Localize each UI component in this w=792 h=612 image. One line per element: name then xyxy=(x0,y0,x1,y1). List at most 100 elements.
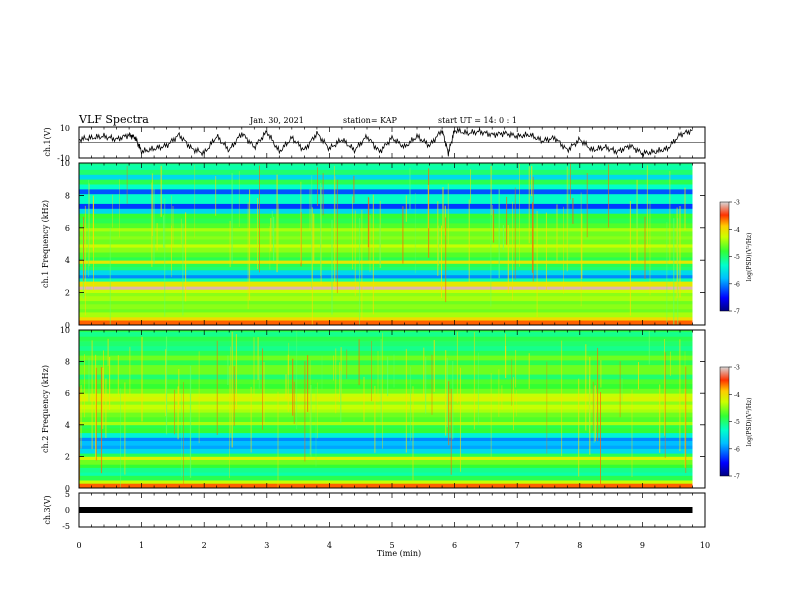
time-tick-label: 0 xyxy=(76,541,81,550)
figure-title: VLF Spectra xyxy=(78,113,149,126)
spectrogram-band xyxy=(79,440,693,446)
spectrogram-band xyxy=(79,404,693,410)
spectrogram-band xyxy=(79,174,693,180)
spectrogram-band xyxy=(79,448,693,454)
spectrogram-band xyxy=(79,295,693,302)
ch1-waveform-line xyxy=(78,126,693,158)
spectrogram-band xyxy=(79,480,693,484)
ch3-waveform-panel: 5 0 -5 ch.3(V) xyxy=(43,490,706,531)
spectrogram-band xyxy=(79,409,693,413)
spectrogram-band xyxy=(79,416,693,422)
spectrogram-band xyxy=(79,445,693,449)
spectrogram-band xyxy=(79,472,693,476)
ch2-frequency-ylabel-text: ch.2 Frequency (kHz) xyxy=(41,365,50,453)
ch1-colorbar: -3 -4 -5 -6 -7 log(PSD)(V²/Hz) xyxy=(719,200,753,316)
spectrogram-band xyxy=(79,208,693,214)
no-data-strip xyxy=(692,330,705,488)
spectrogram-band xyxy=(79,388,693,394)
colorbar-tick-label: -6 xyxy=(734,446,740,453)
spectrogram-band xyxy=(79,263,693,267)
spectrogram-band xyxy=(79,252,693,258)
spectrogram-band xyxy=(79,421,693,426)
ch1-ytick-top: 10 xyxy=(60,124,70,133)
spectrogram-band xyxy=(79,281,693,287)
spectrogram-band xyxy=(79,331,693,337)
ch3-ylabel: ch.3(V) xyxy=(43,495,52,524)
spectrogram-band xyxy=(79,374,693,380)
frequency-tick-label: 6 xyxy=(65,224,70,233)
spectrogram-band xyxy=(79,401,693,405)
colorbar-tick-label: -7 xyxy=(734,309,740,316)
time-tick-label: 5 xyxy=(389,541,394,550)
spectrogram-band xyxy=(79,364,693,370)
ch1-waveform-panel: 10 -10 ch.1(V) xyxy=(43,124,706,163)
spectrogram-band xyxy=(79,239,693,245)
ch2-spectrogram-bands xyxy=(79,330,705,489)
spectrogram-band xyxy=(79,355,693,361)
ch1-spectrogram-bands xyxy=(79,163,705,326)
spectrogram-band xyxy=(79,184,693,190)
spectrogram-band xyxy=(79,227,693,232)
spectrogram-band xyxy=(79,428,693,434)
spectrogram-band xyxy=(79,193,693,200)
ch1-colorbar-label: log(PSD)(V²/Hz) xyxy=(746,233,753,282)
frequency-tick-label: 10 xyxy=(60,326,70,335)
spectrogram-band xyxy=(79,179,693,185)
spectrogram-band xyxy=(79,203,693,209)
spectrogram-band xyxy=(79,269,693,276)
time-tick-label: 4 xyxy=(327,541,332,550)
frequency-tick-label: 2 xyxy=(65,289,70,298)
spectrogram-band xyxy=(79,169,693,175)
spectrogram-band xyxy=(79,345,693,351)
spectrogram-band xyxy=(79,383,693,389)
spectrogram-band xyxy=(79,231,693,237)
colorbar-tick-label: -6 xyxy=(734,281,740,288)
spectrogram-band xyxy=(79,456,693,460)
ch2-colorbar-label: log(PSD)(V²/Hz) xyxy=(746,398,753,447)
colorbar-tick-label: -5 xyxy=(734,254,740,261)
frequency-tick-label: 8 xyxy=(65,358,70,367)
spectrogram-band xyxy=(79,464,693,468)
spectrogram-band xyxy=(79,316,693,321)
spectrogram-band xyxy=(79,330,693,332)
spectrogram-band xyxy=(79,467,693,473)
spectrogram-band xyxy=(79,292,693,297)
spectrogram-band xyxy=(79,437,693,441)
time-axis-label: Time (min) xyxy=(377,549,421,558)
spectrogram-band xyxy=(79,303,693,310)
spectrogram-band xyxy=(79,360,693,366)
ch1-spectrogram-streaks xyxy=(82,163,686,325)
ch2-colorbar: -3 -4 -5 -6 -7 log(PSD)(V²/Hz) xyxy=(719,365,753,481)
time-tick-label: 7 xyxy=(515,541,520,550)
frequency-tick-label: 0 xyxy=(65,484,70,493)
time-tick-label: 9 xyxy=(640,541,645,550)
ch2-spectrogram-streaks xyxy=(79,330,687,488)
frequency-tick-label: 8 xyxy=(65,191,70,200)
spectrogram-band xyxy=(79,312,693,318)
ch2-colorbar-bar xyxy=(719,366,730,477)
spectrogram-band xyxy=(79,218,693,224)
spectrogram-band xyxy=(79,286,693,290)
ch2-colorbar-ticks: -3 -4 -5 -6 -7 xyxy=(729,365,740,481)
ch1-spectrogram-panel: 0 2 4 6 8 10 ch.1 Frequency (kHz) xyxy=(41,159,706,330)
time-tick-label: 8 xyxy=(577,541,582,550)
time-axis: 0 1 2 3 4 5 6 7 8 9 10 xyxy=(76,127,710,550)
spectrogram-band xyxy=(79,300,693,305)
ch2-spectrogram-panel: 0 2 4 6 8 10 ch.2 Frequency (kHz) xyxy=(41,326,706,493)
ch1-frequency-ylabel-text: ch.1 Frequency (kHz) xyxy=(41,200,50,288)
ch1-colorbar-ticks: -3 -4 -5 -6 -7 xyxy=(729,200,740,316)
spectrogram-band xyxy=(79,244,693,248)
colorbar-tick-label: -4 xyxy=(734,227,740,234)
spectrogram-band xyxy=(79,164,693,170)
ch1-ytick-bottom: -10 xyxy=(57,154,70,163)
spectrogram-band xyxy=(79,235,693,240)
spectrogram-band xyxy=(79,412,693,418)
spectrogram-band xyxy=(79,369,693,375)
colorbar-tick-label: -7 xyxy=(734,474,740,481)
spectrogram-band xyxy=(79,247,693,253)
spectrogram-band xyxy=(79,341,693,347)
ch2-frequency-ylabel: ch.2 Frequency (kHz) xyxy=(41,365,50,453)
start-time-label: start UT = 14: 0 : 1 xyxy=(438,116,517,125)
spectrogram-band xyxy=(79,213,693,219)
